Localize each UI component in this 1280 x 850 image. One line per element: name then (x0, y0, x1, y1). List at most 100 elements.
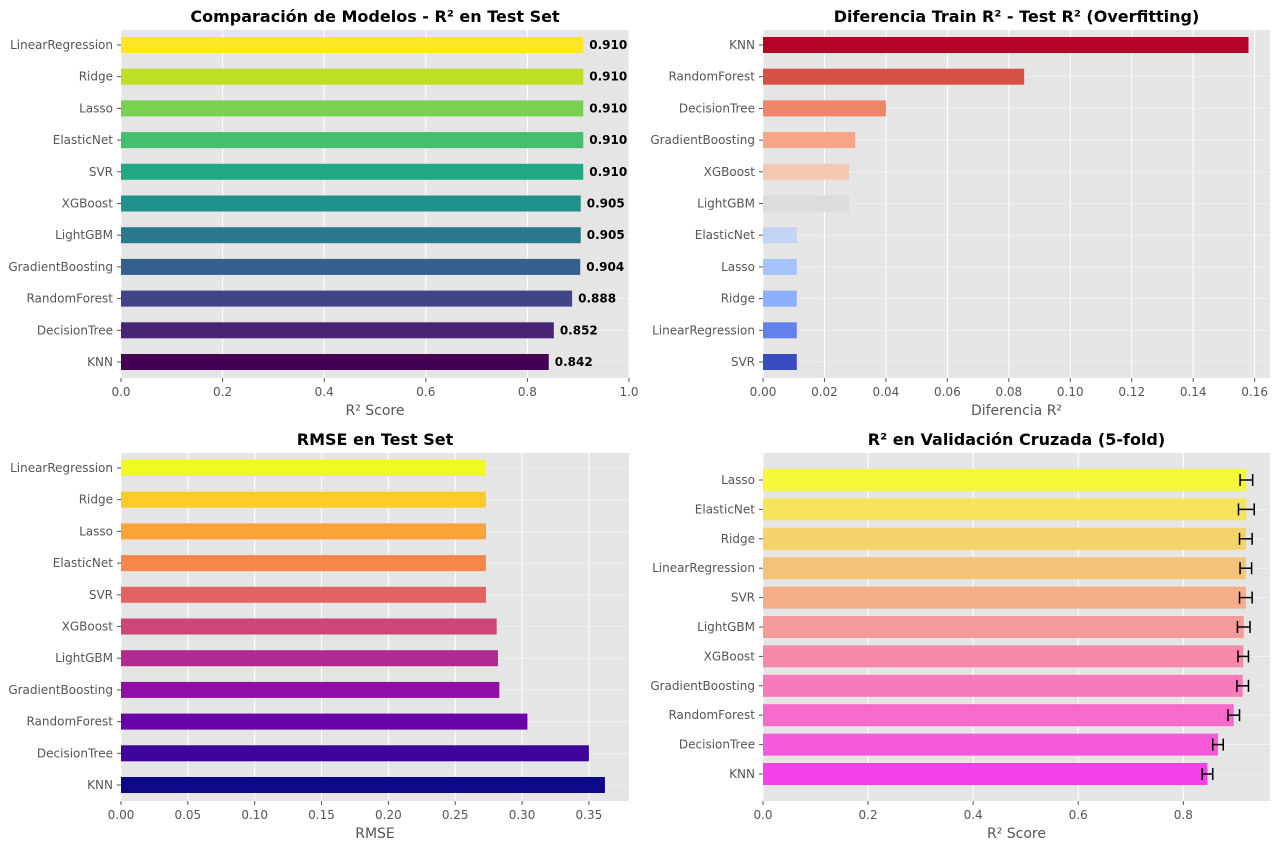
bar-SVR (121, 586, 486, 603)
y-tick-label: ElasticNet (695, 228, 756, 242)
x-axis-label: Diferencia R² (971, 403, 1062, 419)
y-tick-label: Lasso (79, 101, 113, 115)
y-tick-label: ElasticNet (53, 133, 114, 147)
x-tick-label: 0.08 (995, 385, 1022, 399)
y-tick-label: DecisionTree (37, 323, 113, 337)
bar-RandomForest (121, 713, 528, 730)
bar-ElasticNet (763, 498, 1247, 521)
bar-Lasso (763, 469, 1247, 491)
bar-GradientBoosting (763, 132, 856, 149)
value-label: 0.905 (587, 197, 625, 211)
bar-DecisionTree (121, 322, 554, 339)
bar-XGBoost (763, 163, 850, 180)
bar-DecisionTree (121, 745, 589, 762)
bar-XGBoost (121, 195, 581, 212)
chart-panel-3: LinearRegression Ridge Lasso ElasticNet SVR X… (8, 430, 629, 842)
chart-title: Comparación de Modelos - R² en Test Set (190, 7, 560, 26)
x-tick-label: 0.8 (1174, 808, 1193, 822)
x-tick-label: 1.0 (619, 385, 638, 399)
bar-KNN (763, 37, 1249, 53)
y-tick-label: Lasso (721, 473, 755, 487)
bar-LinearRegression (763, 557, 1246, 580)
y-tick-label: GradientBoosting (8, 683, 113, 697)
y-tick-label: SVR (89, 588, 113, 602)
y-tick-label: RandomForest (26, 292, 113, 306)
y-tick-label: RandomForest (668, 70, 755, 84)
value-label: 0.888 (578, 292, 616, 306)
value-label: 0.910 (589, 70, 627, 84)
x-tick-label: 0.6 (1069, 808, 1088, 822)
y-tick-label: XGBoost (704, 165, 756, 179)
chart-panel-2: KNN RandomForest DecisionTree GradientBoost… (650, 7, 1270, 419)
x-tick-label: 0.05 (174, 808, 201, 822)
bar-GradientBoosting (763, 674, 1243, 697)
value-label: 0.842 (555, 355, 593, 369)
chart-title: RMSE en Test Set (297, 430, 454, 449)
y-tick-label: XGBoost (62, 197, 114, 211)
y-tick-label: KNN (87, 778, 113, 792)
y-tick-label: LightGBM (55, 651, 113, 665)
y-tick-label: ElasticNet (53, 556, 114, 570)
bar-ElasticNet (121, 555, 486, 572)
bar-KNN (121, 354, 549, 370)
x-tick-label: 0.4 (964, 808, 983, 822)
x-axis-label: R² Score (987, 826, 1046, 842)
y-tick-label: GradientBoosting (650, 679, 755, 693)
bar-XGBoost (121, 618, 497, 635)
x-tick-label: 0.6 (416, 385, 435, 399)
y-tick-label: LightGBM (697, 197, 755, 211)
bar-SVR (763, 586, 1246, 609)
x-tick-label: 0.35 (576, 808, 603, 822)
bar-ElasticNet (121, 132, 584, 149)
y-tick-label: DecisionTree (37, 746, 113, 760)
y-tick-label: DecisionTree (679, 738, 755, 752)
chart-panel-1: 0.910 0.910 0.910 0.910 0.910 0.905 0.905 0.904… (8, 7, 638, 419)
x-tick-label: 0.0 (111, 385, 130, 399)
y-tick-label: Ridge (79, 70, 113, 84)
bar-ElasticNet (763, 227, 797, 244)
bar-RandomForest (763, 68, 1025, 85)
bar-Ridge (763, 527, 1246, 550)
value-label: 0.910 (589, 165, 627, 179)
y-tick-label: KNN (87, 355, 113, 369)
x-axis-label: RMSE (355, 826, 395, 842)
y-tick-label: RandomForest (26, 715, 113, 729)
bar-GradientBoosting (121, 681, 500, 698)
x-tick-label: 0.0 (753, 808, 772, 822)
y-tick-label: LightGBM (55, 228, 113, 242)
x-tick-label: 0.04 (873, 385, 900, 399)
bar-Ridge (121, 491, 486, 508)
x-tick-label: 0.25 (442, 808, 469, 822)
bar-GradientBoosting (121, 258, 581, 275)
bar-LightGBM (121, 227, 581, 244)
chart-panel-4: Lasso ElasticNet Ridge LinearRegression SVR L… (650, 430, 1270, 842)
bar-RandomForest (121, 290, 573, 307)
bar-LightGBM (763, 616, 1244, 638)
y-tick-label: SVR (89, 165, 113, 179)
y-tick-label: GradientBoosting (8, 260, 113, 274)
bar-DecisionTree (763, 733, 1218, 756)
y-tick-label: XGBoost (62, 620, 114, 634)
chart-title: Diferencia Train R² - Test R² (Overfitti… (834, 7, 1200, 26)
x-tick-label: 0.4 (315, 385, 334, 399)
y-tick-label: RandomForest (668, 708, 755, 722)
bar-Ridge (763, 290, 797, 307)
y-tick-label: KNN (729, 38, 755, 52)
y-tick-label: SVR (731, 355, 755, 369)
bar-XGBoost (763, 645, 1244, 668)
value-label: 0.852 (560, 323, 598, 337)
value-label: 0.910 (589, 38, 627, 52)
value-label: 0.905 (587, 228, 625, 242)
bar-LightGBM (763, 195, 850, 212)
y-tick-label: Ridge (721, 532, 755, 546)
chart-title: R² en Validación Cruzada (5-fold) (868, 430, 1165, 449)
x-tick-label: 0.14 (1180, 385, 1207, 399)
x-tick-label: 0.12 (1118, 385, 1145, 399)
bar-LightGBM (121, 650, 498, 667)
y-tick-label: LinearRegression (10, 38, 113, 52)
bar-DecisionTree (763, 100, 886, 117)
bar-RandomForest (763, 704, 1234, 727)
x-tick-label: 0.30 (509, 808, 536, 822)
x-tick-label: 0.8 (518, 385, 537, 399)
bar-Ridge (121, 68, 584, 85)
